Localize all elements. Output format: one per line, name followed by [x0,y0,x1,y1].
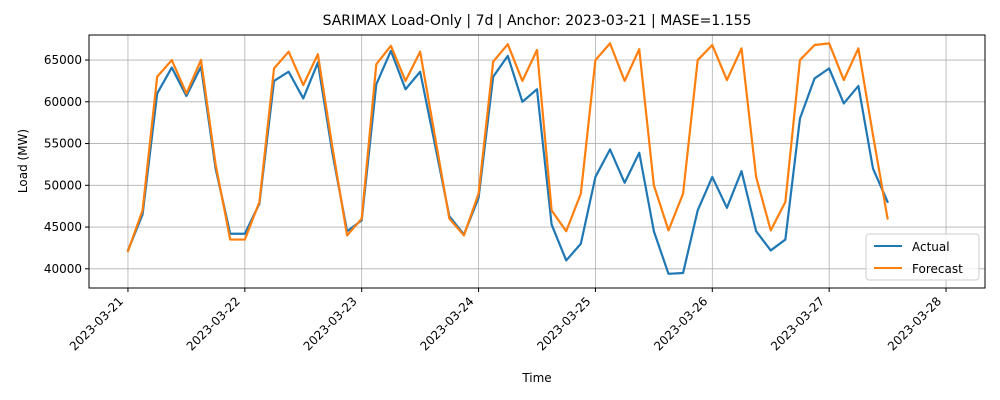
y-tick-label: 55000 [44,137,82,151]
y-tick-label: 40000 [44,262,82,276]
legend-label-actual: Actual [912,240,950,254]
x-axis-label: Time [521,371,551,385]
y-tick-label: 65000 [44,53,82,67]
legend: Actual Forecast [865,233,980,281]
series-lines [126,42,889,275]
y-axis-label: Load (MW) [16,129,30,193]
y-tick-label: 45000 [44,220,82,234]
legend-label-forecast: Forecast [912,262,963,276]
chart-title: SARIMAX Load-Only | 7d | Anchor: 2023-03… [323,13,752,29]
y-tick-label: 60000 [44,95,82,109]
plot-frame [88,34,986,289]
y-tick-label: 50000 [44,178,82,192]
series-line-forecast [126,42,889,253]
